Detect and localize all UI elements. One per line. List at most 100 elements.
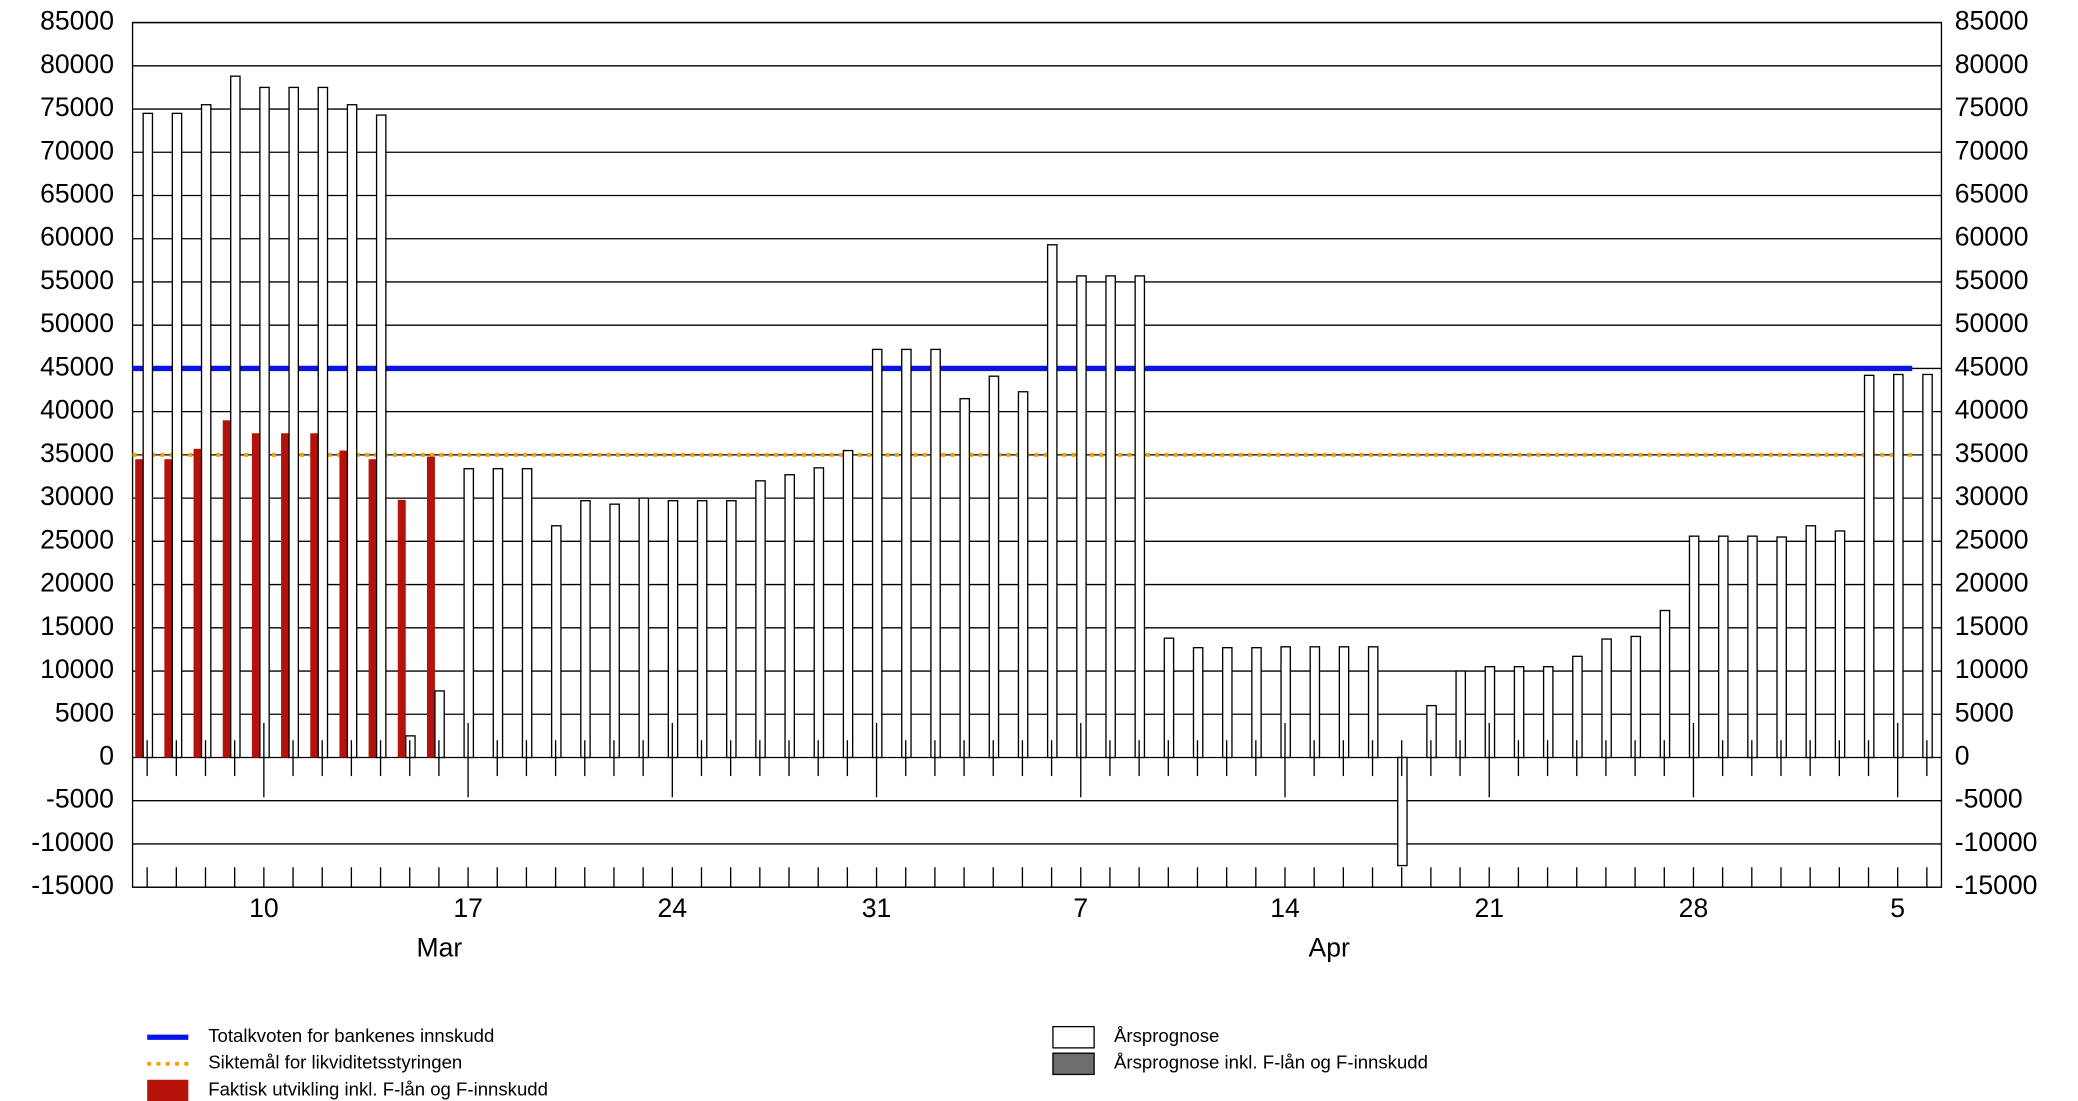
bar [988,375,1000,759]
legend-swatch [1052,1025,1095,1049]
y2-tick-label: 75000 [1955,92,2029,122]
y-tick-label: 0 [99,741,114,771]
bar [142,112,154,759]
bar [1659,609,1671,759]
bar [1922,373,1933,759]
bar [1222,647,1233,759]
x-tick-label: 21 [1474,893,1504,923]
bar [1046,244,1058,759]
y2-tick-label: 50000 [1955,308,2029,338]
y-tick-label: 35000 [40,438,114,468]
y2-tick-label: 35000 [1955,438,2029,468]
y-tick-label: 20000 [40,568,114,598]
bar [638,497,650,759]
y2-tick-label: 40000 [1955,395,2029,425]
x-tick-label: 14 [1270,893,1300,923]
bar [492,468,504,759]
bar [901,348,912,759]
y-tick-label: 70000 [40,135,114,165]
y-tick-label: -15000 [31,870,114,900]
y2-tick-label: 45000 [1955,351,2029,381]
y-tick-label: 45000 [40,351,114,381]
bar [959,398,971,759]
month-label: Mar [417,933,463,963]
bar [200,104,212,759]
bar [871,348,883,759]
y-tick-label: 50000 [40,308,114,338]
y2-tick-label: 25000 [1955,524,2029,554]
bar [426,456,435,758]
bar [1630,635,1642,759]
y2-tick-label: 0 [1955,741,1970,771]
x-tick-label: 24 [658,893,688,923]
y2-tick-label: 30000 [1955,481,2029,511]
y-tick-label: 75000 [40,92,114,122]
bar [755,480,766,759]
bar [310,433,319,758]
bar [375,114,387,759]
bar [1601,638,1612,759]
bar [1163,637,1175,759]
y2-tick-label: 55000 [1955,265,2029,295]
bar [696,500,708,759]
bar [259,86,270,759]
y2-tick-label: 15000 [1955,611,2029,641]
x-tick-label: 31 [862,893,892,923]
y2-tick-label: 65000 [1955,179,2029,209]
bar [726,500,737,759]
bar [1717,535,1729,759]
bar [1776,536,1787,759]
y-tick-label: 85000 [40,6,114,36]
y2-tick-label: 10000 [1955,654,2029,684]
bar [1076,275,1087,759]
bar [1834,530,1846,759]
bar [1893,373,1904,759]
bar [251,433,260,758]
bar [339,450,348,758]
bar [1863,374,1875,759]
bar [346,104,358,759]
bar [1192,647,1204,759]
bar [550,525,562,759]
y-tick-label: -10000 [31,827,114,857]
legend-swatch [147,1079,189,1101]
bar [397,499,406,758]
bar [463,468,475,759]
y-tick-label: 10000 [40,654,114,684]
legend-label: Siktemål for likviditetsstyringen [208,1052,462,1073]
y2-tick-label: 20000 [1955,568,2029,598]
x-tick-label: 5 [1890,893,1905,923]
y-tick-label: 55000 [40,265,114,295]
bar [171,112,183,759]
month-label: Apr [1309,933,1350,963]
y-tick-label: 25000 [40,524,114,554]
bar [521,468,533,759]
y-tick-label: 30000 [40,481,114,511]
bar [288,86,300,759]
y-tick-label: 15000 [40,611,114,641]
bar [1338,646,1350,759]
bar [784,474,795,759]
y2-tick-label: 80000 [1955,49,2029,79]
y2-tick-label: 60000 [1955,222,2029,252]
legend-label: Årsprognose [1114,1025,1219,1046]
y2-tick-label: 70000 [1955,135,2029,165]
bar [842,449,854,759]
y2-tick-label: 5000 [1955,697,2014,727]
x-tick-label: 17 [453,893,483,923]
bar [1105,275,1116,759]
bar [317,86,329,759]
bar [813,467,825,759]
bar [580,500,591,759]
y2-tick-label: 85000 [1955,6,2029,36]
y-tick-label: 5000 [55,697,114,727]
y-tick-label: 65000 [40,179,114,209]
legend-swatch [1052,1052,1095,1076]
y-tick-label: 40000 [40,395,114,425]
bar [1805,525,1817,759]
bar [667,500,679,759]
bar [609,503,620,759]
legend-label: Totalkvoten for bankenes innskudd [208,1025,494,1046]
y2-tick-label: -15000 [1955,870,2038,900]
